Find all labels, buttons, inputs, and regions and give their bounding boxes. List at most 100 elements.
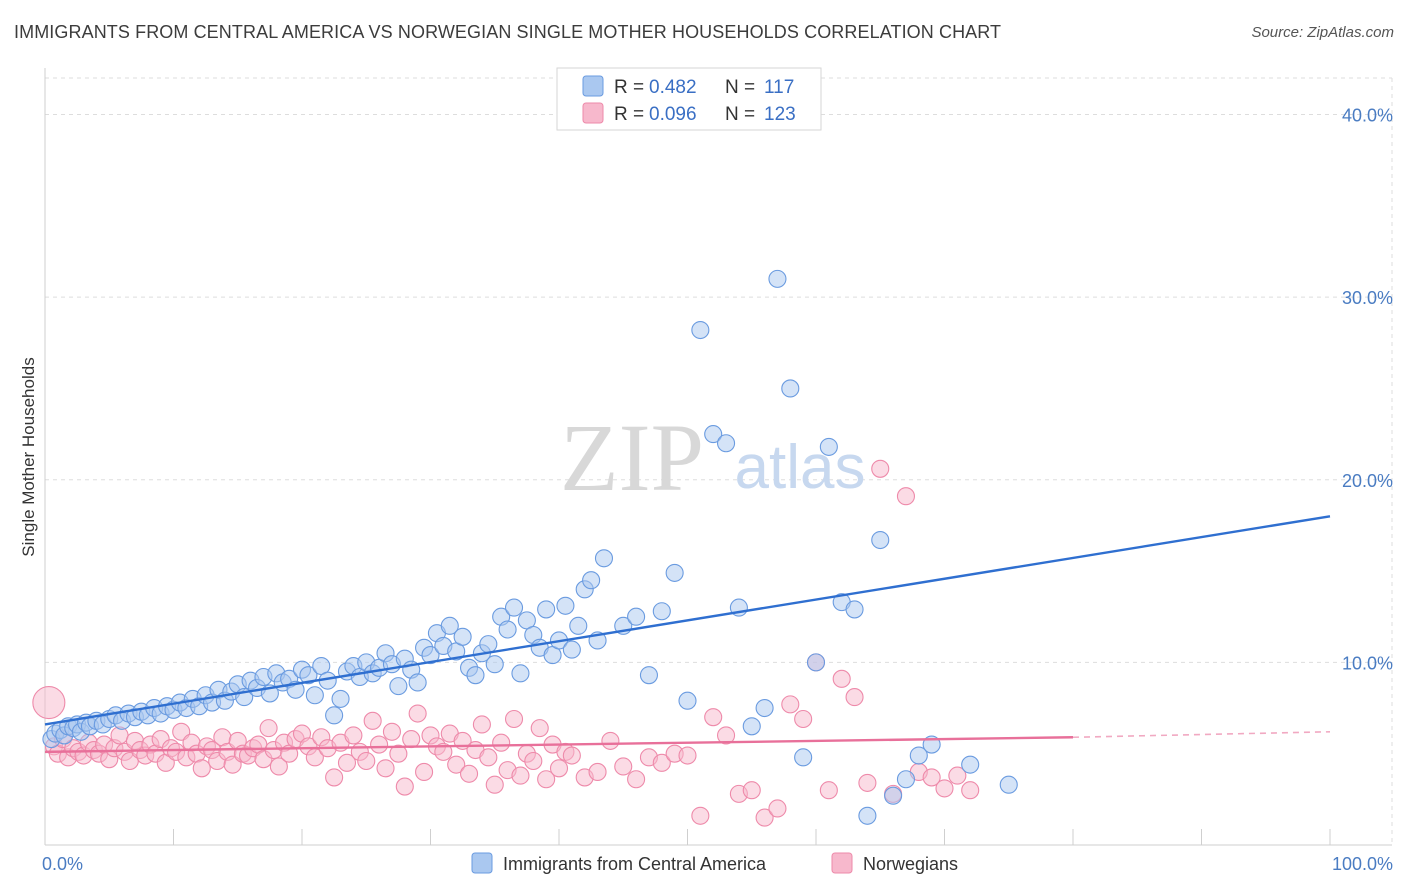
data-point xyxy=(511,766,530,785)
data-point xyxy=(594,549,614,568)
data-point xyxy=(402,730,421,749)
legend-r-value: 0.482 xyxy=(649,77,697,98)
data-point xyxy=(472,715,491,734)
data-point xyxy=(896,487,916,506)
data-point xyxy=(832,669,851,688)
series-norwegians xyxy=(32,459,980,827)
data-point xyxy=(652,602,671,621)
data-point xyxy=(755,808,774,827)
y-tick-label: 20.0% xyxy=(1342,471,1393,491)
data-point xyxy=(896,770,916,789)
data-point xyxy=(806,653,826,672)
data-point xyxy=(755,698,774,718)
data-point xyxy=(884,786,903,805)
watermark-atlas: atlas xyxy=(735,433,866,502)
data-point xyxy=(331,689,350,708)
data-point xyxy=(556,596,575,615)
data-point xyxy=(845,600,864,619)
data-point xyxy=(601,731,620,750)
data-point xyxy=(421,646,440,665)
data-point xyxy=(259,719,278,738)
data-point xyxy=(395,777,414,796)
data-point xyxy=(922,768,941,787)
data-point xyxy=(363,711,382,730)
data-point xyxy=(704,708,723,727)
data-point xyxy=(588,762,607,782)
data-point xyxy=(325,706,344,725)
data-point xyxy=(569,616,588,635)
data-point xyxy=(415,762,434,782)
data-point xyxy=(434,742,453,761)
data-point xyxy=(325,768,344,787)
y-tick-label: 10.0% xyxy=(1342,653,1393,673)
legend: R = 0.482 N = 117 R = 0.096 N = 123 xyxy=(556,67,822,131)
data-point xyxy=(652,753,671,772)
data-point xyxy=(781,695,800,714)
data-point xyxy=(794,709,813,729)
data-point xyxy=(961,781,980,800)
data-point xyxy=(498,620,517,639)
data-point xyxy=(691,806,710,825)
data-point xyxy=(704,425,723,444)
data-point xyxy=(999,775,1018,794)
data-point xyxy=(269,757,288,776)
data-point xyxy=(781,379,800,398)
trend-lines xyxy=(44,515,1331,754)
data-point xyxy=(678,691,697,710)
data-point xyxy=(447,755,466,774)
data-point xyxy=(871,459,890,478)
trend-line xyxy=(44,736,1074,754)
data-point xyxy=(909,746,928,765)
legend-swatch-pink xyxy=(582,102,604,124)
data-point xyxy=(742,717,761,736)
legend-r-label: R = xyxy=(614,104,644,125)
data-point xyxy=(440,616,459,635)
data-point xyxy=(466,666,485,685)
legend-swatch-blue xyxy=(582,75,604,97)
data-point xyxy=(32,686,66,720)
data-point xyxy=(858,773,877,792)
data-point xyxy=(192,759,211,778)
data-point xyxy=(742,781,761,800)
data-point xyxy=(344,726,363,745)
watermark-zip: ZIP xyxy=(560,404,704,511)
trend-line-extension xyxy=(1072,730,1331,739)
data-point xyxy=(504,709,524,729)
axes xyxy=(44,68,1392,846)
data-point xyxy=(562,640,581,659)
bottom-legend-label: Immigrants from Central America xyxy=(503,854,767,874)
data-point xyxy=(794,748,813,767)
data-point xyxy=(614,757,633,776)
data-point xyxy=(453,627,472,646)
data-point xyxy=(549,759,569,778)
chart-title: IMMIGRANTS FROM CENTRAL AMERICA VS NORWE… xyxy=(14,22,1002,42)
bottom-legend: Immigrants from Central America Norwegia… xyxy=(471,852,958,874)
data-point xyxy=(639,666,659,685)
grid-lines xyxy=(45,77,1393,845)
data-point xyxy=(819,781,838,800)
data-point xyxy=(691,320,710,340)
data-point xyxy=(537,600,556,619)
data-point xyxy=(858,806,877,825)
data-point xyxy=(299,666,318,685)
data-point xyxy=(845,688,864,707)
data-point xyxy=(357,751,376,771)
legend-n-label: N = xyxy=(725,77,755,98)
data-point xyxy=(485,655,504,674)
data-point xyxy=(389,744,408,763)
bottom-legend-swatch-pink xyxy=(831,852,853,874)
data-point xyxy=(485,775,504,794)
legend-r-label: R = xyxy=(614,77,644,98)
legend-r-value: 0.096 xyxy=(649,104,697,125)
data-point xyxy=(665,563,684,582)
bottom-legend-swatch-blue xyxy=(471,852,493,874)
data-point xyxy=(537,770,556,789)
data-point xyxy=(408,704,427,723)
data-point xyxy=(562,746,581,765)
data-point xyxy=(479,748,498,767)
data-point xyxy=(492,733,511,752)
trend-line xyxy=(44,515,1331,726)
data-point xyxy=(511,664,530,683)
data-point xyxy=(524,751,543,771)
